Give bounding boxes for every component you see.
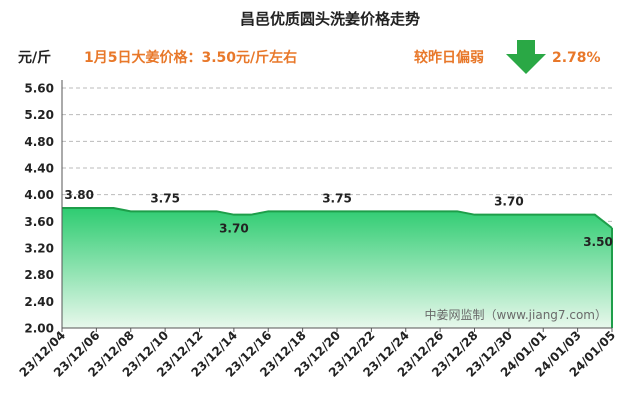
change-label: 较昨日偏弱 xyxy=(414,49,484,66)
y-tick-label: 2.40 xyxy=(24,295,54,309)
data-label: 3.70 xyxy=(494,195,524,209)
change-value: 2.78% xyxy=(552,50,601,66)
data-label: 3.80 xyxy=(64,188,94,202)
x-tick-labels: 23/12/0423/12/0623/12/0823/12/1023/12/12… xyxy=(17,328,618,380)
y-tick-label: 4.40 xyxy=(24,162,54,176)
data-label: 3.50 xyxy=(583,235,613,249)
price-area xyxy=(62,208,612,328)
data-label: 3.75 xyxy=(150,191,180,205)
y-tick-label: 2.00 xyxy=(24,322,54,336)
y-tick-label: 2.80 xyxy=(24,268,54,282)
down-arrow-icon xyxy=(506,40,546,74)
y-tick-labels: 2.00 2.40 2.80 3.20 3.60 4.00 4.40 4.80 5.20 5.60 xyxy=(24,82,54,336)
y-tick-label: 3.60 xyxy=(24,215,54,229)
price-line xyxy=(62,207,613,229)
data-labels: 3.80 3.75 3.70 3.75 3.70 3.50 xyxy=(64,188,612,249)
unit-label: 元/斤 xyxy=(18,49,51,66)
watermark: 中姜网监制（www.jiang7.com） xyxy=(425,307,607,322)
y-tick-label: 4.00 xyxy=(24,188,54,202)
y-tick-label: 5.60 xyxy=(24,82,54,96)
y-tick-label: 5.20 xyxy=(24,108,54,122)
chart-title: 昌邑优质圆头洗姜价格走势 xyxy=(240,10,420,28)
area-layer xyxy=(62,207,613,328)
data-label: 3.75 xyxy=(322,191,352,205)
price-note: 1月5日大姜价格：3.50元/斤左右 xyxy=(84,49,297,66)
y-tick-label: 3.20 xyxy=(24,242,54,256)
y-tick-label: 4.80 xyxy=(24,135,54,149)
data-label: 3.70 xyxy=(219,222,249,236)
